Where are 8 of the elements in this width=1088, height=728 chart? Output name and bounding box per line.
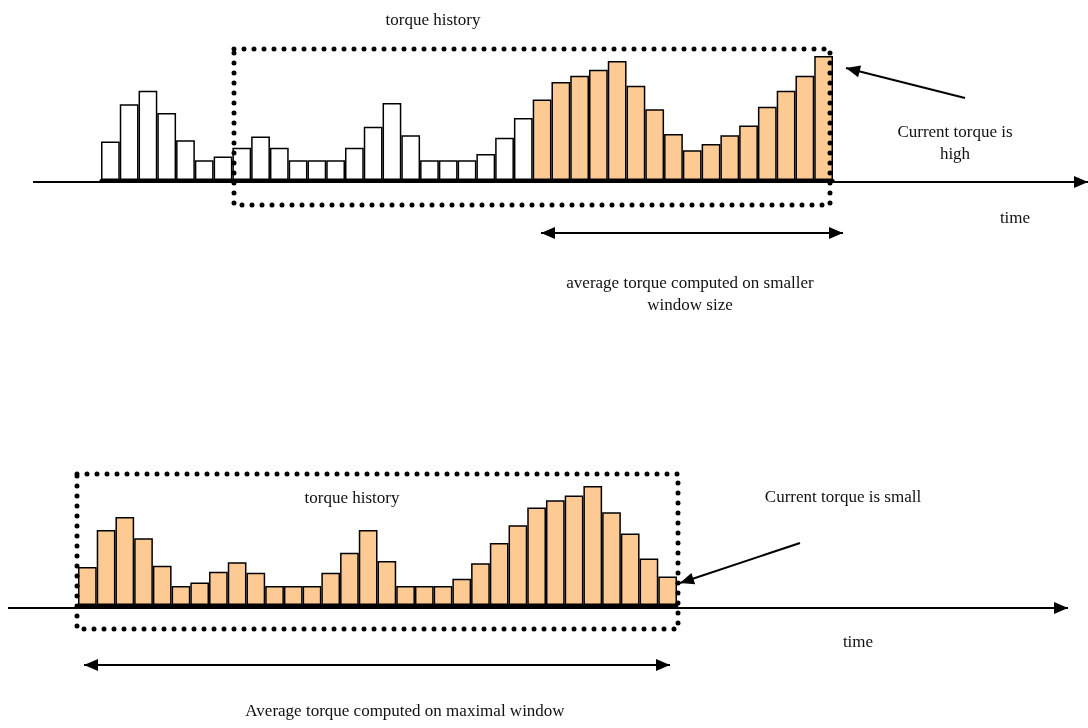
- text: Current torque is small: [763, 486, 923, 508]
- text: torque history: [384, 9, 482, 31]
- text: Average torque computed on maximal window: [244, 700, 566, 722]
- text: Current torque is high: [896, 121, 1014, 165]
- text: time: [841, 631, 875, 653]
- text: time: [998, 207, 1032, 229]
- annotation: torque history: [303, 487, 401, 509]
- text: average torque computed on smaller window size: [565, 272, 815, 316]
